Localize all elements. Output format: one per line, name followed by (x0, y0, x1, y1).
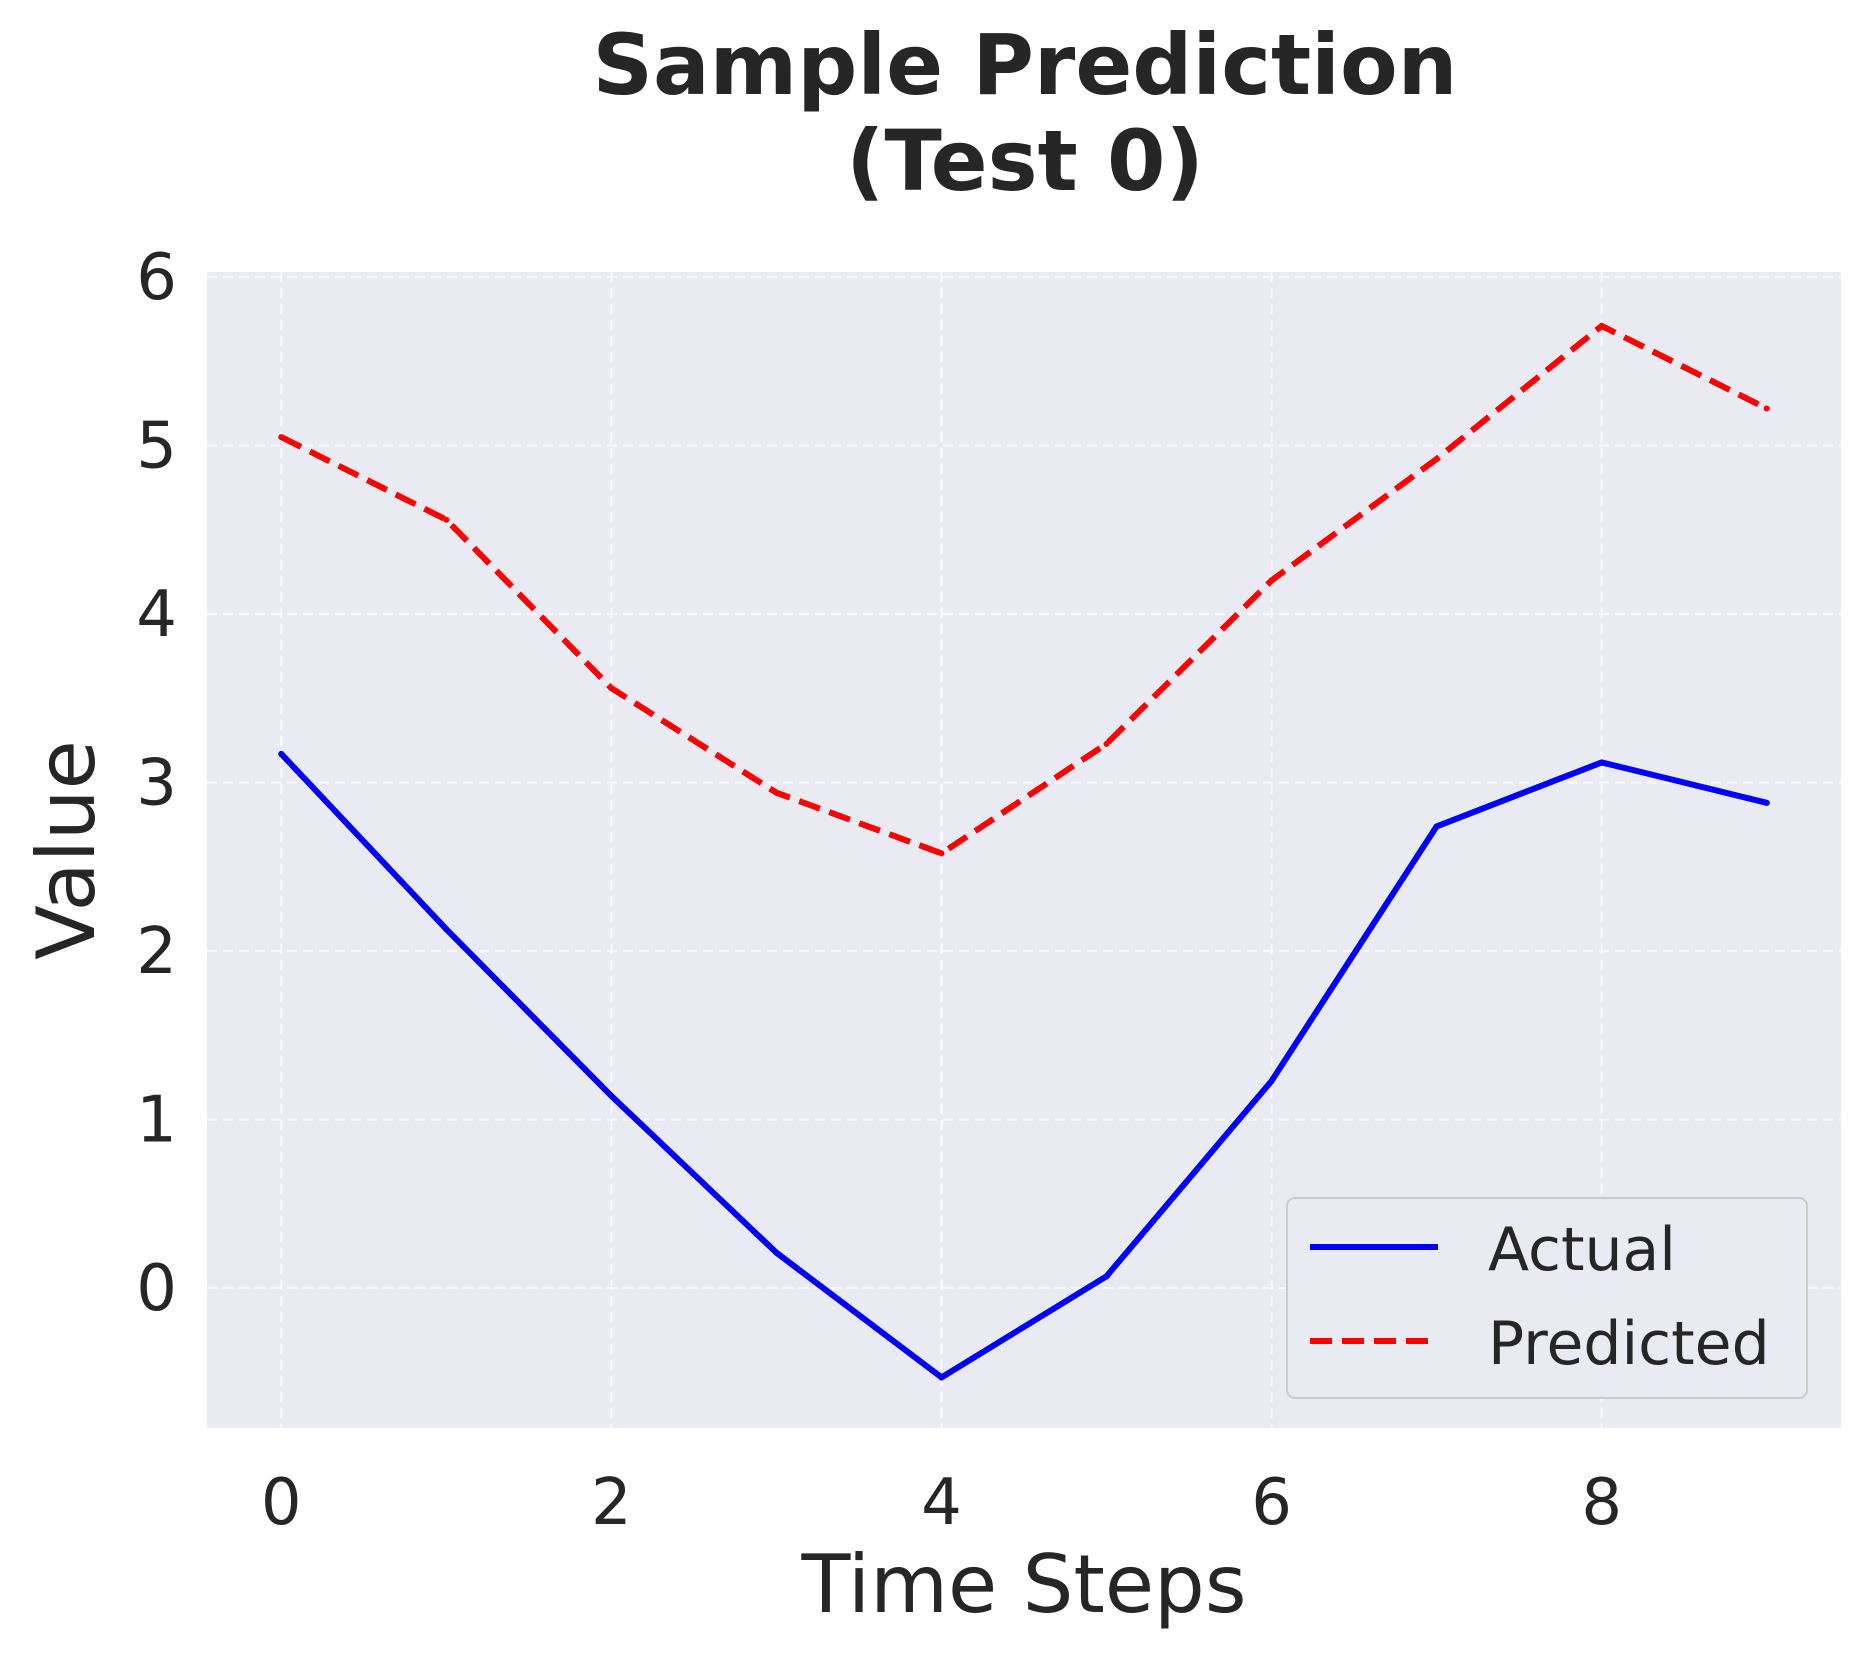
data-point-predicted (608, 685, 615, 692)
legend: Actual Predicted (1286, 1197, 1808, 1399)
data-point-actual (938, 1374, 945, 1381)
y-tick-label: 0 (136, 1252, 177, 1326)
data-point-predicted (443, 516, 450, 523)
legend-label-predicted: Predicted (1488, 1309, 1770, 1379)
y-tick-label: 6 (136, 241, 177, 315)
data-point-actual (1433, 823, 1440, 830)
y-tick-label: 5 (136, 410, 177, 484)
data-point-predicted (1598, 322, 1605, 329)
y-tick-label: 1 (136, 1084, 177, 1158)
y-tick-label: 4 (136, 578, 177, 652)
data-point-actual (278, 750, 285, 757)
y-tick-label: 2 (136, 915, 177, 989)
series-layer (278, 322, 1770, 1381)
y-axis-label: Value (20, 740, 113, 960)
series-line-actual (278, 750, 1770, 1381)
data-point-actual (1763, 799, 1770, 806)
legend-label-actual: Actual (1488, 1215, 1676, 1285)
x-tick-label: 2 (591, 1466, 632, 1540)
data-point-predicted (773, 789, 780, 796)
data-point-predicted (1103, 740, 1110, 747)
series-line-predicted (279, 322, 1769, 857)
x-tick-label: 0 (261, 1466, 302, 1540)
data-point-actual (443, 926, 450, 933)
data-point-actual (1598, 759, 1605, 766)
data-point-actual (1103, 1273, 1110, 1280)
data-point-actual (773, 1249, 780, 1256)
x-tick-label: 6 (1251, 1466, 1292, 1540)
data-point-actual (608, 1093, 615, 1100)
data-point-predicted (278, 434, 285, 441)
x-axis-ticks: 0 2 4 6 8 (261, 1466, 1622, 1540)
chart-title-line-1: Sample Prediction (593, 16, 1458, 114)
y-axis-ticks: 0 1 2 3 4 5 6 (136, 241, 177, 1326)
chart-title-line-2: (Test 0) (846, 112, 1204, 210)
x-axis-label: Time Steps (800, 1538, 1246, 1631)
data-point-predicted (1433, 456, 1440, 463)
data-point-actual (1268, 1077, 1275, 1084)
data-point-predicted (1268, 577, 1275, 584)
data-point-predicted (938, 850, 945, 857)
x-tick-label: 4 (921, 1466, 962, 1540)
grid-lines (207, 272, 1841, 1428)
data-point-predicted (1763, 405, 1770, 412)
x-tick-label: 8 (1581, 1466, 1622, 1540)
y-tick-label: 3 (136, 747, 177, 821)
